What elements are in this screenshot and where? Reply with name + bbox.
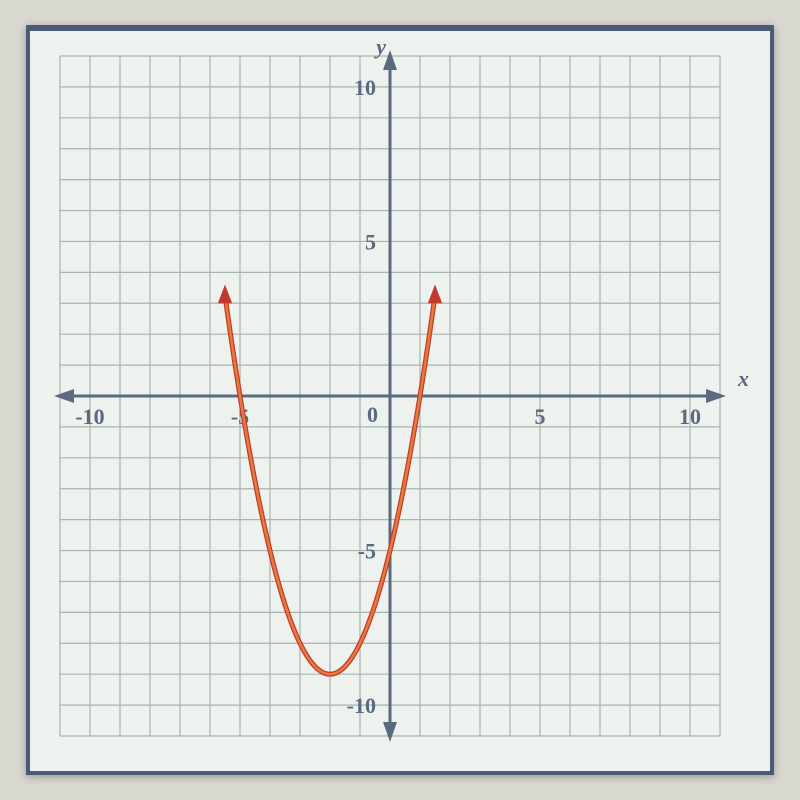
svg-text:5: 5 bbox=[365, 229, 376, 254]
screenshot-frame: -10-5510-10-55100yx bbox=[26, 25, 774, 775]
svg-text:x: x bbox=[737, 366, 749, 391]
svg-text:10: 10 bbox=[354, 75, 376, 100]
svg-text:10: 10 bbox=[679, 404, 701, 429]
svg-text:0: 0 bbox=[367, 402, 378, 427]
svg-text:5: 5 bbox=[535, 404, 546, 429]
svg-text:-5: -5 bbox=[358, 539, 376, 564]
svg-text:-10: -10 bbox=[75, 404, 104, 429]
svg-text:-10: -10 bbox=[347, 693, 376, 718]
chart-svg: -10-5510-10-55100yx bbox=[30, 31, 770, 771]
chart-area: -10-5510-10-55100yx bbox=[30, 31, 770, 771]
